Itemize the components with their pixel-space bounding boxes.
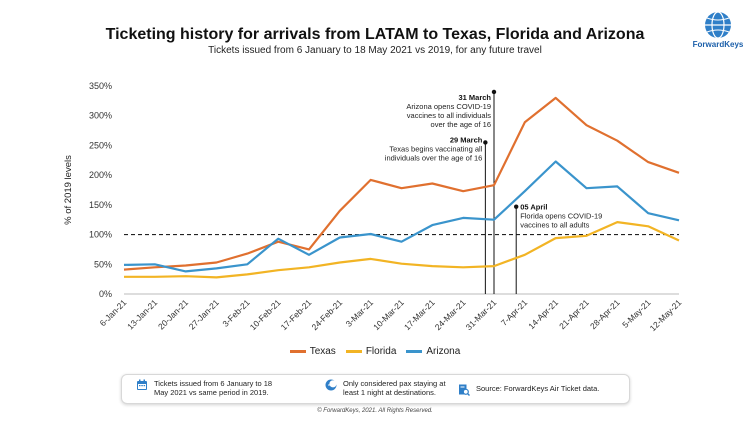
annotation-dot: [483, 140, 488, 145]
x-tick-label: 10-Mar-21: [371, 297, 406, 332]
legend-swatch: [345, 350, 362, 353]
info-tickets-line-2: May 2021 vs same period in 2019.: [154, 388, 269, 397]
moon-icon: [325, 379, 337, 391]
forwardkeys-logo: ForwardKeys: [690, 10, 746, 52]
y-tick-label: 0%: [99, 289, 112, 299]
info-tickets: Tickets issued from 6 January to 18 May 2…: [136, 379, 272, 397]
calendar-icon: [137, 379, 147, 390]
annotation-text: individuals over the age of 16: [385, 153, 483, 162]
x-tick-label: 7-Apr-21: [499, 297, 530, 328]
legend-label: Texas: [309, 346, 336, 357]
y-tick-label: 350%: [89, 81, 112, 91]
x-tick-label: 24-Mar-21: [433, 297, 468, 332]
x-tick-label: 13-Jan-21: [125, 297, 159, 331]
legend: Texas Florida Arizona: [0, 345, 750, 357]
legend-item-texas: Texas: [289, 346, 336, 357]
line-chart: 0% 50% 100% 150% 200% 250% 300% 350% % of 2019 l…: [63, 81, 684, 333]
series-line-arizona: [123, 160, 680, 273]
legend-swatch: [289, 350, 306, 353]
x-tick-label: 28-Apr-21: [588, 297, 622, 331]
x-tick-label: 6-Jan-21: [98, 297, 129, 328]
y-tick-label: 150%: [89, 200, 112, 210]
x-tick-label: 3-Mar-21: [344, 297, 376, 329]
annotation-date: 31 March: [458, 93, 491, 102]
search-document-icon: [459, 384, 470, 396]
x-tick-label: 17-Feb-21: [279, 297, 314, 332]
legend-label: Florida: [365, 346, 397, 357]
x-tick-label: 31-Mar-21: [464, 297, 499, 332]
y-axis-title: % of 2019 levels: [63, 155, 74, 225]
x-tick-label: 24-Feb-21: [309, 297, 344, 332]
y-tick-label: 250%: [89, 140, 112, 150]
x-tick-label: 17-Mar-21: [402, 297, 437, 332]
y-tick-label: 200%: [89, 170, 112, 180]
annotation-date: 29 March: [450, 135, 483, 144]
info-box: Tickets issued from 6 January to 18 May 2…: [121, 374, 630, 404]
annotation-dot: [491, 89, 497, 95]
legend-label: Arizona: [426, 346, 461, 357]
x-tick-label: 21-Apr-21: [557, 297, 591, 331]
footer-copyright: © ForwardKeys, 2021. All Rights Reserved…: [317, 408, 433, 414]
annotation-text: vaccines to all adults: [520, 221, 589, 230]
info-tickets-line-1: Tickets issued from 6 January to 18: [154, 379, 273, 388]
annotation-dot: [514, 204, 519, 209]
series-line-texas: [123, 96, 680, 271]
y-tick-label: 100%: [89, 230, 112, 240]
series-line-florida: [124, 221, 680, 279]
annotation-text: Texas begins vaccinating all: [389, 144, 482, 153]
annotation-text: vaccines to all individuals: [407, 111, 491, 120]
x-tick-label: 14-Apr-21: [526, 297, 560, 331]
x-tick-label: 3-Feb-21: [220, 297, 252, 329]
annotation-text: over the age of 16: [431, 120, 491, 129]
x-tick-label: 10-Feb-21: [248, 297, 283, 332]
x-tick-label: 20-Jan-21: [156, 297, 190, 331]
annotation-date: 05 April: [520, 203, 547, 212]
logo-brand: ForwardKeys: [692, 40, 744, 49]
info-source: Source: ForwardKeys Air Ticket data.: [458, 384, 599, 396]
globe-icon: [705, 11, 731, 39]
x-tick-label: 27-Jan-21: [187, 297, 221, 331]
x-tick-label: 12-May-21: [648, 297, 684, 333]
legend-swatch: [406, 350, 423, 353]
chart-title: Ticketing history for arrivals from LATA…: [105, 26, 645, 43]
legend-item-arizona: Arizona: [406, 346, 460, 357]
legend-item-florida: Florida: [345, 346, 397, 357]
info-nights: Only considered pax staying at least 1 ni…: [325, 379, 446, 397]
annotation-text: Florida opens COVID-19: [520, 212, 602, 221]
info-nights-line-2: least 1 night at destinations.: [343, 388, 436, 397]
y-tick-label: 300%: [89, 111, 112, 121]
info-nights-line-1: Only considered pax staying at: [343, 379, 446, 388]
chart-subtitle: Tickets issued from 6 January to 18 May …: [208, 45, 542, 56]
info-source-text: Source: ForwardKeys Air Ticket data.: [476, 384, 600, 393]
annotation-text: Arizona opens COVID-19: [406, 102, 491, 111]
y-tick-label: 50%: [94, 259, 112, 269]
